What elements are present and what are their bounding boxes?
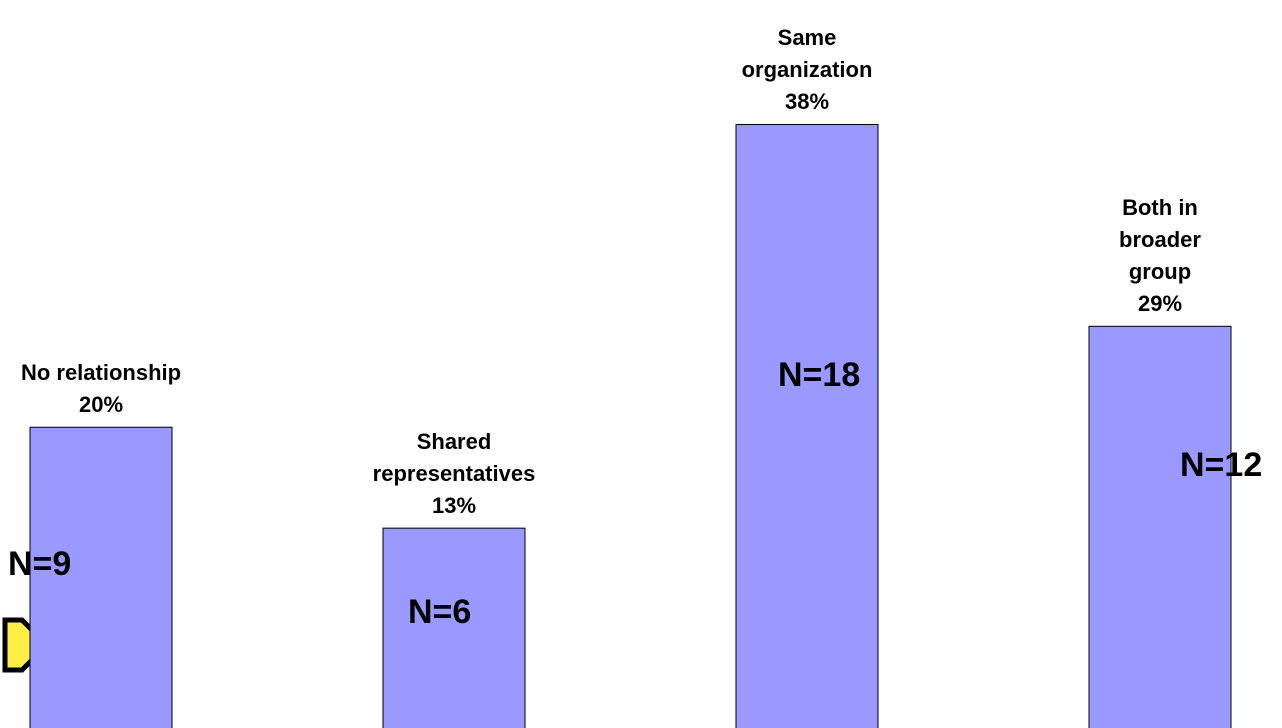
bar	[735, 123, 879, 728]
value-label: N=12	[1180, 446, 1263, 484]
decoration	[2, 617, 35, 673]
category-label: Both in broader group	[1119, 195, 1201, 285]
category-label-group: Same organization 38%	[712, 22, 902, 118]
category-label-group: Both in broader group 29%	[1095, 192, 1225, 320]
bar	[1088, 325, 1232, 728]
bar	[29, 426, 173, 728]
percent-label: 20%	[78, 392, 124, 418]
bar	[382, 527, 526, 728]
value-label: N=9	[8, 545, 72, 583]
category-label-group: Shared representatives 13%	[334, 426, 574, 522]
percent-label: 38%	[784, 89, 830, 115]
percent-label: 29%	[1137, 291, 1183, 317]
category-label: No relationship	[20, 360, 182, 386]
percent-label: 13%	[431, 493, 477, 519]
value-label: N=6	[408, 593, 472, 631]
value-label: N=18	[778, 356, 861, 394]
category-label-group: No relationship 20%	[16, 357, 186, 421]
category-label: Same organization	[741, 25, 873, 83]
category-label: Shared representatives	[372, 429, 536, 487]
